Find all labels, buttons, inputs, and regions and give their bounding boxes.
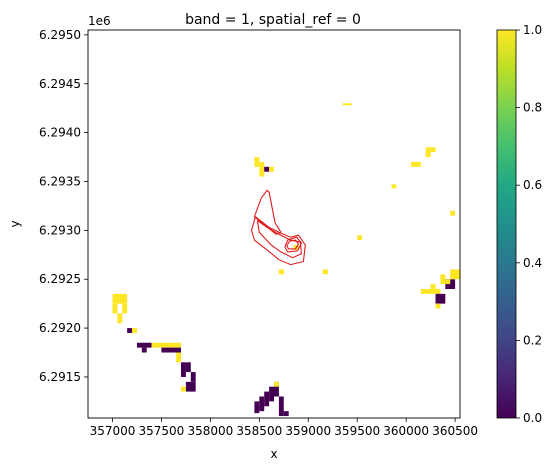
raster-cell-0 [112, 293, 128, 304]
x-tick-label-4: 359000 [285, 424, 331, 438]
raster-cell-37 [450, 210, 456, 216]
x-tick-label-3: 358500 [236, 424, 282, 438]
outline-polygon-1 [250, 216, 306, 266]
y-tick-label-0: 6.2915 [39, 370, 81, 384]
raster-cell-9 [161, 347, 181, 353]
raster-cell-6 [136, 342, 152, 348]
raster-cell-23 [269, 386, 274, 402]
raster-cell-25 [278, 396, 284, 417]
raster-cell-10 [176, 352, 181, 363]
colorbar-tick-label-1: 0.2 [523, 333, 542, 347]
raster-cell-41 [435, 293, 446, 304]
y-offset-label: 1e6 [88, 14, 111, 28]
y-tick-label-6: 6.2945 [39, 77, 81, 91]
raster-cell-44 [450, 269, 460, 280]
raster-cell-15 [181, 386, 186, 392]
plot-area [88, 30, 460, 418]
raster-cell-17 [259, 161, 265, 177]
colorbar-tick-label-0: 0.0 [523, 411, 542, 425]
raster-cell-28 [342, 103, 353, 106]
raster-cell-3 [117, 313, 123, 324]
raster-cell-35 [425, 147, 431, 158]
y-axis-ticks: 6.2915 6.2920 6.2925 6.2930 6.2935 6.2940 6.29… [39, 28, 88, 384]
raster-cell-11 [181, 362, 186, 377]
plot-frame [87, 29, 461, 419]
colorbar-ticks: 0.0 0.2 0.4 0.6 0.8 1.0 [516, 23, 542, 425]
colorbar-tick-label-4: 0.8 [523, 101, 542, 115]
outline-polygon-4 [286, 239, 300, 250]
raster-cell-45 [435, 303, 441, 309]
raster-cell-36 [430, 147, 436, 153]
y-tick-label-3: 6.2930 [39, 223, 81, 237]
raster-cell-26 [283, 411, 289, 417]
raster-cell-21 [259, 396, 265, 412]
outline-polygon-3 [284, 236, 303, 253]
raster-cell-20 [254, 401, 260, 414]
raster-cell-40 [430, 284, 436, 289]
y-tick-label-5: 6.2940 [39, 126, 81, 140]
raster-cell-39 [420, 288, 441, 294]
x-tick-label-5: 359500 [334, 424, 380, 438]
x-tick-label-2: 358000 [187, 424, 233, 438]
raster-cell-13 [190, 372, 196, 382]
raster-cell-12 [185, 362, 191, 373]
outline-polygon-0 [253, 189, 282, 235]
raster-cell-19 [269, 166, 274, 172]
colorbar-tick-label-5: 1.0 [523, 23, 542, 37]
raster-cell-24 [274, 381, 279, 397]
colorbar-tick-label-3: 0.6 [523, 178, 542, 192]
x-tick-label-0: 357000 [90, 424, 136, 438]
raster-cell-31 [322, 269, 328, 275]
raster-cell-32 [357, 235, 363, 241]
raster-cell-33 [391, 184, 397, 189]
raster-cell-7 [141, 347, 147, 353]
raster-cell-22 [264, 391, 270, 407]
raster-cell-14 [185, 381, 196, 392]
raster-cell-43 [445, 279, 451, 285]
x-tick-label-1: 357500 [139, 424, 185, 438]
y-tick-label-2: 6.2925 [39, 272, 81, 286]
raster-cell-4 [127, 328, 133, 333]
raster-cells [112, 103, 460, 417]
raster-cell-27 [274, 381, 279, 387]
raster-cell-1 [112, 303, 118, 314]
raster-cell-5 [132, 328, 137, 333]
y-tick-label-7: 6.2950 [39, 28, 81, 42]
raster-cell-2 [122, 303, 128, 314]
chart-title: band = 1, spatial_ref = 0 [185, 12, 361, 28]
polygon-outlines [250, 189, 306, 266]
x-tick-label-7: 360500 [432, 424, 478, 438]
x-axis-ticks: 357000 357500 358000 358500 359000 359500 3600… [90, 418, 478, 438]
raster-cell-34 [411, 161, 421, 167]
x-axis-label: x [270, 447, 277, 461]
y-tick-label-1: 6.2920 [39, 321, 81, 335]
raster-cell-8 [151, 342, 181, 348]
raster-cell-30 [278, 269, 284, 275]
colorbar-tick-label-2: 0.4 [523, 256, 542, 270]
x-tick-label-6: 360000 [383, 424, 429, 438]
colorbar [496, 29, 517, 419]
outline-polygon-2 [256, 220, 302, 259]
raster-cell-38 [440, 274, 446, 285]
raster-cell-16 [254, 157, 260, 167]
raster-cell-18 [264, 166, 270, 172]
y-tick-label-4: 6.2935 [39, 174, 81, 188]
y-axis-label: y [8, 220, 22, 227]
